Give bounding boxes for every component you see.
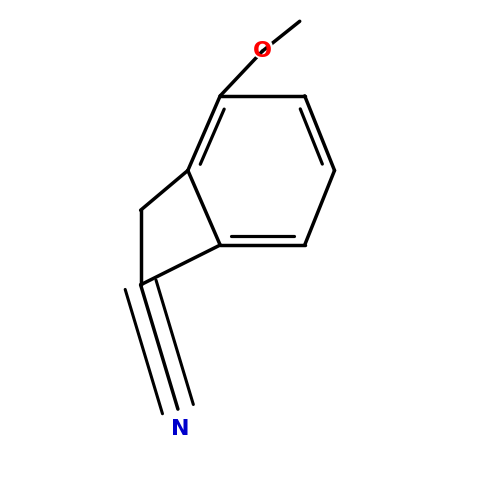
Text: O: O bbox=[253, 41, 272, 61]
Text: O: O bbox=[250, 37, 274, 65]
Text: N: N bbox=[169, 415, 192, 443]
Text: N: N bbox=[171, 419, 190, 439]
